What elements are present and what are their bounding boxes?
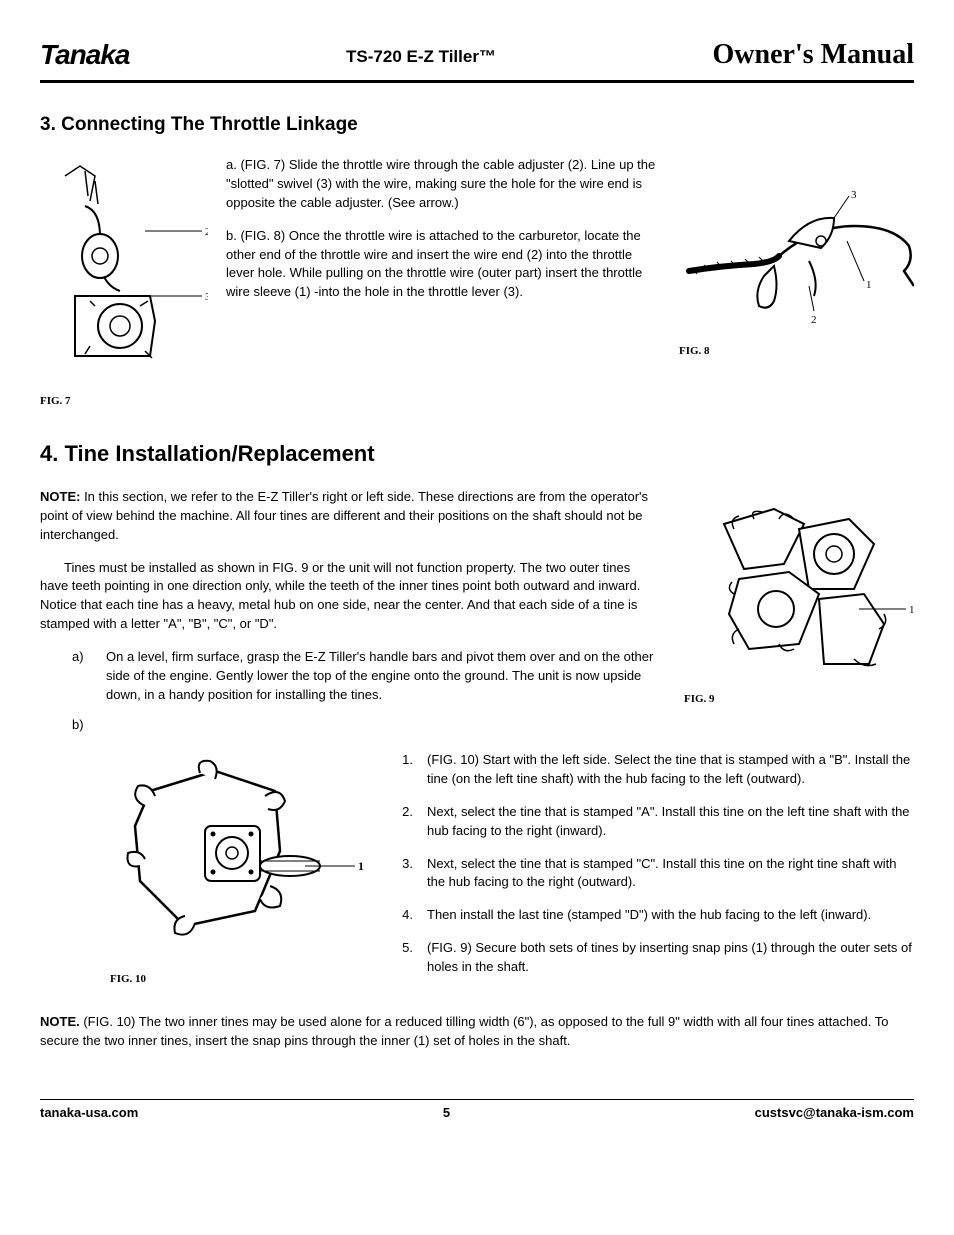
figure-7-container: 2 3 FIG. 7 <box>40 156 208 410</box>
section-4-intro: NOTE: In this section, we refer to the E… <box>40 488 914 747</box>
figure-9-diagram: 1 <box>684 494 914 684</box>
figure-8-label: FIG. 8 <box>679 344 914 360</box>
callout-3: 3 <box>205 291 208 303</box>
note-label: NOTE. <box>40 1014 80 1029</box>
step-5: 5. (FIG. 9) Secure both sets of tines by … <box>395 939 914 977</box>
callout-1: 1 <box>909 604 914 616</box>
figure-10-label: FIG. 10 <box>110 972 365 988</box>
step-text: (FIG. 10) Start with the left side. Sele… <box>427 751 914 789</box>
page-footer: tanaka-usa.com 5 custsvc@tanaka-ism.com <box>40 1099 914 1123</box>
document-type: Owner's Manual <box>713 35 914 76</box>
note-text: In this section, we refer to the E-Z Til… <box>40 489 648 542</box>
callout-3: 3 <box>851 189 857 201</box>
figure-9-label: FIG. 9 <box>684 692 914 708</box>
footer-website: tanaka-usa.com <box>40 1104 138 1123</box>
section-3-para-a: a. (FIG. 7) Slide the throttle wire thro… <box>226 156 661 213</box>
figure-10-container: 1 FIG. 10 <box>110 751 365 988</box>
section-3-para-b: b. (FIG. 8) Once the throttle wire is at… <box>226 227 661 302</box>
note-label: NOTE: <box>40 489 80 504</box>
step-marker: 2. <box>395 803 413 841</box>
item-b-marker: b) <box>72 716 88 735</box>
callout-2: 2 <box>811 314 817 326</box>
footer-email: custsvc@tanaka-ism.com <box>755 1104 914 1123</box>
step-marker: 1. <box>395 751 413 789</box>
figure-7-label: FIG. 7 <box>40 394 208 410</box>
figure-10-diagram: 1 <box>110 751 365 956</box>
step-text: (FIG. 9) Secure both sets of tines by in… <box>427 939 914 977</box>
product-name: TS-720 E-Z Tiller™ <box>346 45 496 70</box>
section-3-text: a. (FIG. 7) Slide the throttle wire thro… <box>226 156 661 410</box>
callout-2: 2 <box>205 226 208 238</box>
section-3-heading: 3. Connecting The Throttle Linkage <box>40 111 914 139</box>
step-4: 4. Then install the last tine (stamped "D… <box>395 906 914 925</box>
section-4-item-b: b) <box>72 716 656 735</box>
step-1: 1. (FIG. 10) Start with the left side. Se… <box>395 751 914 789</box>
step-text: Next, select the tine that is stamped "A… <box>427 803 914 841</box>
section-4-steps-row: 1 FIG. 10 1. (FIG. 10) Start with the lef… <box>40 751 914 991</box>
section-4-numbered-steps: 1. (FIG. 10) Start with the left side. Se… <box>395 751 914 991</box>
step-3: 3. Next, select the tine that is stamped … <box>395 855 914 893</box>
item-a-text: On a level, firm surface, grasp the E-Z … <box>106 648 656 705</box>
section-4-heading: 4. Tine Installation/Replacement <box>40 438 914 470</box>
figure-8-diagram: 3 1 2 <box>679 186 914 336</box>
step-marker: 4. <box>395 906 413 925</box>
section-4-list: a) On a level, firm surface, grasp the E… <box>72 648 656 735</box>
section-3-body: 2 3 FIG. 7 a. (FIG. 7) Slide the throttl… <box>40 156 914 410</box>
section-4-item-a: a) On a level, firm surface, grasp the E… <box>72 648 656 705</box>
step-text: Next, select the tine that is stamped "C… <box>427 855 914 893</box>
note-text: (FIG. 10) The two inner tines may be use… <box>40 1014 888 1048</box>
step-text: Then install the last tine (stamped "D")… <box>427 906 871 925</box>
brand-logo: Tanaka <box>40 35 129 76</box>
callout-1: 1 <box>358 859 364 873</box>
step-marker: 5. <box>395 939 413 977</box>
section-4-bottom-note: NOTE. (FIG. 10) The two inner tines may … <box>40 1013 914 1051</box>
section-4-tines-para: Tines must be installed as shown in FIG.… <box>40 559 656 634</box>
figure-8-container: 3 1 2 FIG. 8 <box>679 186 914 410</box>
step-marker: 3. <box>395 855 413 893</box>
step-2: 2. Next, select the tine that is stamped … <box>395 803 914 841</box>
footer-page-number: 5 <box>443 1104 450 1123</box>
page-header: Tanaka TS-720 E-Z Tiller™ Owner's Manual <box>40 35 914 83</box>
figure-9-container: 1 FIG. 9 <box>684 494 914 747</box>
section-4-note: NOTE: In this section, we refer to the E… <box>40 488 656 545</box>
callout-1: 1 <box>866 279 872 291</box>
figure-7-diagram: 2 3 <box>40 156 208 386</box>
section-4-intro-text: NOTE: In this section, we refer to the E… <box>40 488 656 747</box>
item-a-marker: a) <box>72 648 88 705</box>
